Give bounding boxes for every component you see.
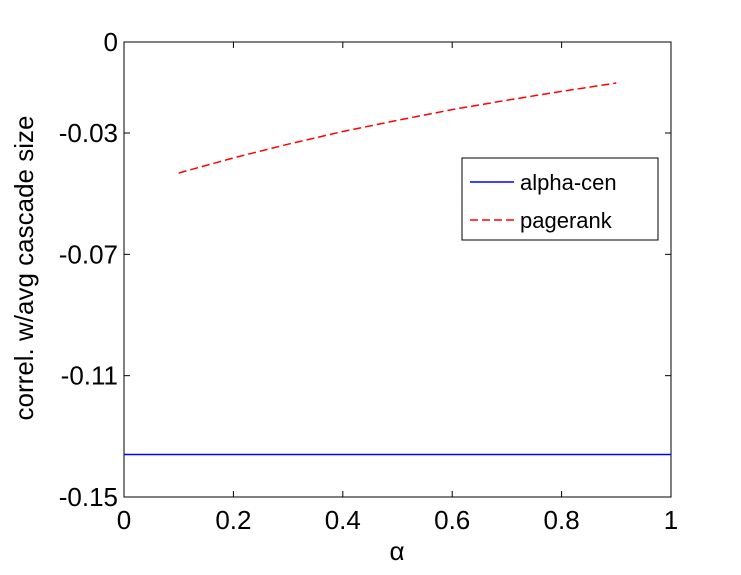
y-axis-label: correl. w/avg cascade size [9,116,39,421]
y-tick-label: 0 [104,27,118,57]
series-layer [124,82,671,456]
x-axis-label: α [389,536,404,566]
legend-label-pagerank: pagerank [520,208,613,233]
y-tick-label: -0.11 [61,361,118,391]
legend-box [461,157,659,241]
y-tick-label: -0.07 [59,239,118,269]
x-tick-label: 0.4 [325,505,361,535]
legend: alpha-cen pagerank [461,157,659,241]
ticks-layer: 0 0.2 0.4 0.6 0.8 1 0 -0.03 -0.07 -0.11 -0.15 [59,27,679,535]
y-tick-label: -0.03 [59,118,118,148]
legend-label-alpha-cen: alpha-cen [520,170,617,195]
plot-area [123,41,672,498]
x-tick-label: 0.6 [434,505,470,535]
x-tick-label: 0.8 [544,505,580,535]
series-line-pagerank [178,82,617,174]
x-tick-label: 1 [664,505,678,535]
x-tick-label: 0.2 [215,505,251,535]
x-tick-label: 0 [117,505,131,535]
y-tick-label: -0.15 [59,482,118,512]
